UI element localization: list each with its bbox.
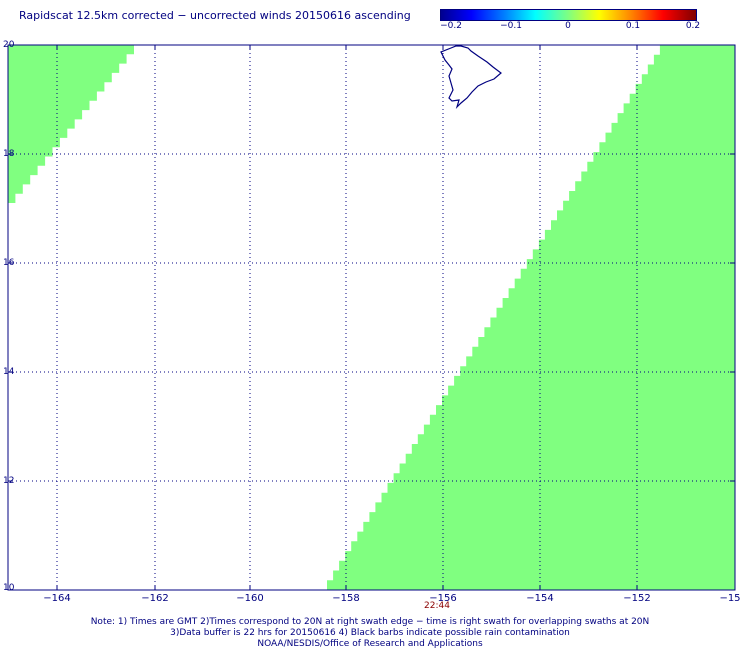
note-line-3: NOAA/NESDIS/Office of Research and Appli… bbox=[257, 639, 483, 649]
lon-label: −156 bbox=[429, 593, 457, 604]
lon-label: −154 bbox=[526, 593, 554, 604]
lon-label: −160 bbox=[236, 593, 264, 604]
lat-label: 18 bbox=[3, 149, 15, 159]
wind-swath bbox=[8, 45, 134, 203]
colorbar-tick: 0.1 bbox=[625, 21, 641, 31]
colorbar-tick: −0.1 bbox=[500, 21, 522, 31]
note-line-1: Note: 1) Times are GMT 2)Times correspon… bbox=[90, 617, 650, 627]
grid-layer bbox=[8, 45, 735, 590]
colorbar-tick: 0 bbox=[565, 21, 571, 31]
map-title: Rapidscat 12.5km corrected − uncorrected… bbox=[19, 9, 411, 22]
note-line-2: 3)Data buffer is 22 hrs for 20150616 4) … bbox=[170, 628, 570, 638]
lat-label: 16 bbox=[3, 258, 15, 268]
colorbar bbox=[440, 9, 697, 21]
lon-label: −152 bbox=[623, 593, 651, 604]
lat-label: 10 bbox=[3, 583, 15, 593]
lon-label: −162 bbox=[141, 593, 169, 604]
swath-layer bbox=[8, 45, 735, 590]
wind-swath bbox=[327, 45, 735, 590]
lat-label: 12 bbox=[3, 476, 15, 486]
lat-label: 14 bbox=[3, 367, 15, 377]
hawaii-coastline bbox=[440, 45, 502, 110]
lat-label: 20 bbox=[3, 40, 15, 50]
colorbar-tick: 0.2 bbox=[685, 21, 701, 31]
lon-label: −15 bbox=[719, 593, 740, 604]
lon-label: −164 bbox=[43, 593, 71, 604]
swath-time-label: 22:44 bbox=[424, 601, 450, 611]
lon-label: −158 bbox=[332, 593, 360, 604]
colorbar-tick: −0.2 bbox=[440, 21, 462, 31]
map-frame bbox=[7, 44, 736, 591]
